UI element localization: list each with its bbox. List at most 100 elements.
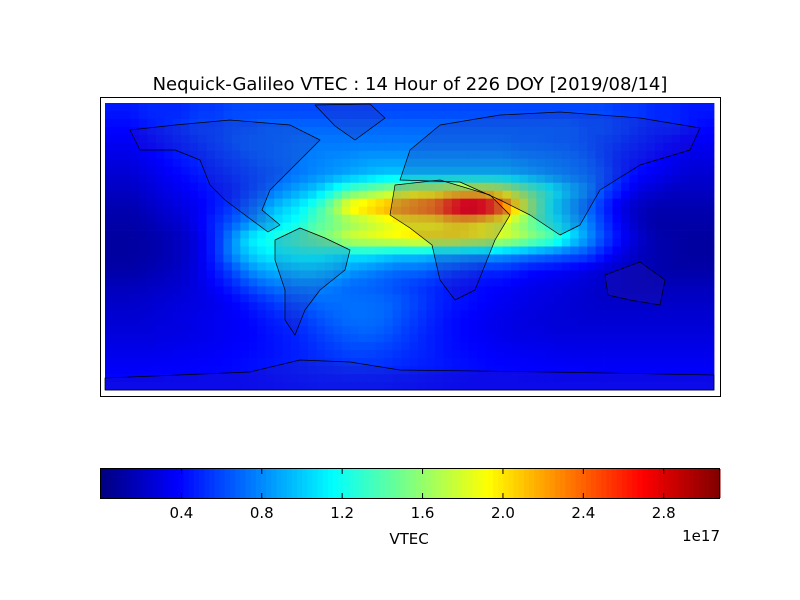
heatmap-cell	[620, 166, 630, 176]
heatmap-cell	[164, 230, 174, 239]
heatmap-cell	[646, 150, 656, 160]
heatmap-cell	[485, 206, 495, 216]
heatmap-cell	[485, 118, 495, 128]
colorbar-tick-label: 0.4	[169, 504, 193, 522]
heatmap-cell	[663, 310, 673, 319]
heatmap-cell	[697, 190, 706, 200]
heatmap-cell	[494, 166, 503, 176]
heatmap-cell	[426, 134, 436, 144]
heatmap-cell	[646, 206, 656, 216]
heatmap-cell	[240, 206, 250, 216]
heatmap-cell	[138, 326, 148, 335]
heatmap-cell	[654, 334, 664, 343]
colorbar-segment	[101, 469, 107, 498]
heatmap-cell	[350, 238, 360, 247]
heatmap-cell	[155, 126, 165, 136]
heatmap-cell	[214, 246, 224, 255]
heatmap-cell	[612, 222, 622, 231]
heatmap-cell	[113, 334, 123, 343]
heatmap-cell	[434, 358, 444, 367]
heatmap-cell	[274, 350, 284, 359]
colorbar-segment	[353, 469, 360, 498]
heatmap-cell	[121, 230, 131, 239]
colorbar-segment	[487, 469, 494, 498]
heatmap-cell	[468, 126, 478, 136]
heatmap-cell	[620, 190, 630, 200]
heatmap-cell	[544, 150, 554, 160]
heatmap-cell	[214, 334, 224, 343]
heatmap-cell	[358, 150, 368, 160]
heatmap-cell	[460, 158, 470, 168]
heatmap-cell	[375, 214, 385, 223]
heatmap-cell	[426, 222, 436, 231]
heatmap-cell	[409, 198, 419, 208]
heatmap-cell	[451, 158, 461, 168]
heatmap-cell	[697, 310, 706, 319]
heatmap-cell	[155, 174, 165, 184]
heatmap-cell	[578, 334, 588, 343]
heatmap-cell	[316, 278, 326, 287]
heatmap-cell	[189, 103, 199, 112]
heatmap-cell	[468, 166, 478, 176]
heatmap-cell	[536, 182, 546, 192]
heatmap-cell	[130, 182, 140, 192]
heatmap-cell	[367, 286, 377, 295]
heatmap-cell	[138, 174, 148, 184]
heatmap-cell	[705, 150, 715, 160]
heatmap-cell	[612, 230, 622, 239]
heatmap-cell	[671, 366, 681, 375]
heatmap-cell	[257, 118, 267, 128]
heatmap-cell	[553, 126, 563, 136]
heatmap-cell	[629, 158, 639, 168]
heatmap-cell	[629, 174, 639, 184]
heatmap-cell	[265, 262, 275, 271]
heatmap-cell	[595, 302, 605, 311]
heatmap-cell	[688, 366, 698, 375]
heatmap-cell	[358, 238, 368, 247]
heatmap-cell	[671, 238, 681, 247]
heatmap-cell	[434, 142, 444, 152]
heatmap-cell	[663, 286, 673, 295]
heatmap-cell	[350, 302, 360, 311]
heatmap-cell	[485, 350, 495, 359]
colorbar-segment	[477, 469, 484, 498]
heatmap-cell	[494, 374, 503, 383]
heatmap-cell	[214, 222, 224, 231]
heatmap-cell	[477, 134, 487, 144]
heatmap-cell	[324, 230, 334, 239]
heatmap-cell	[477, 126, 487, 136]
heatmap-cell	[392, 182, 402, 192]
heatmap-cell	[426, 126, 436, 136]
heatmap-cell	[291, 110, 300, 120]
heatmap-cell	[291, 366, 300, 375]
heatmap-cell	[595, 158, 605, 168]
heatmap-cell	[189, 326, 199, 335]
heatmap-cell	[485, 270, 495, 279]
heatmap-cell	[113, 374, 123, 383]
heatmap-cell	[409, 246, 419, 255]
heatmap-cell	[164, 350, 174, 359]
heatmap-cell	[265, 166, 275, 176]
heatmap-cell	[181, 214, 190, 223]
heatmap-cell	[511, 302, 520, 311]
heatmap-cell	[697, 182, 706, 192]
heatmap-cell	[671, 103, 681, 112]
colorbar-segment	[518, 469, 525, 498]
heatmap-cell	[333, 110, 343, 120]
heatmap-cell	[375, 302, 385, 311]
heatmap-cell	[172, 310, 182, 319]
heatmap-cell	[477, 254, 487, 263]
heatmap-cell	[705, 270, 715, 279]
heatmap-cell	[519, 366, 529, 375]
heatmap-cell	[172, 374, 182, 383]
heatmap-cell	[468, 358, 478, 367]
heatmap-cell	[181, 150, 190, 160]
heatmap-cell	[308, 342, 317, 351]
heatmap-cell	[130, 302, 140, 311]
heatmap-cell	[257, 286, 267, 295]
heatmap-cell	[138, 158, 148, 168]
heatmap-cell	[697, 374, 706, 383]
heatmap-cell	[350, 310, 360, 319]
heatmap-cell	[375, 110, 385, 120]
heatmap-cell	[206, 278, 216, 287]
